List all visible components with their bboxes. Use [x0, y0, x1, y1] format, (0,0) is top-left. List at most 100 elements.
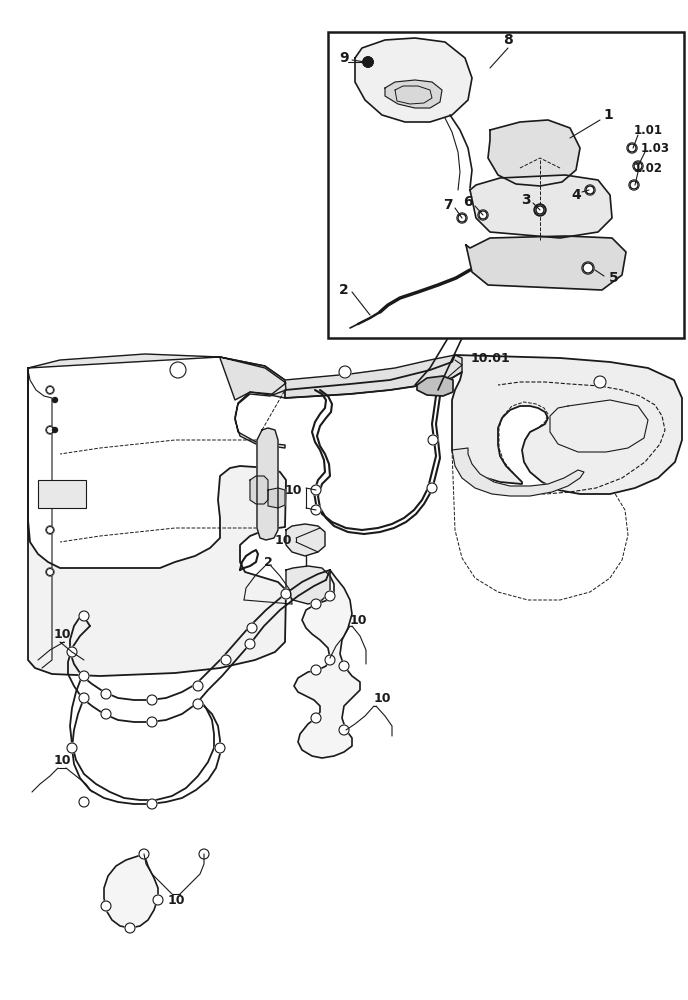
Circle shape	[311, 485, 321, 495]
Circle shape	[339, 366, 351, 378]
Circle shape	[478, 210, 488, 220]
Text: 6: 6	[463, 195, 473, 209]
Circle shape	[46, 526, 54, 534]
Circle shape	[633, 161, 643, 171]
Circle shape	[458, 214, 466, 222]
Circle shape	[428, 435, 438, 445]
Bar	[328, 32, 684, 338]
Circle shape	[281, 589, 291, 599]
Circle shape	[627, 143, 637, 153]
Text: 8: 8	[503, 33, 513, 47]
Text: 7: 7	[443, 198, 453, 212]
Circle shape	[199, 849, 209, 859]
Circle shape	[101, 901, 111, 911]
Circle shape	[585, 185, 595, 195]
Polygon shape	[250, 476, 268, 504]
Text: 10: 10	[167, 894, 185, 906]
Circle shape	[245, 639, 255, 649]
Polygon shape	[220, 355, 462, 400]
Circle shape	[79, 693, 89, 703]
Circle shape	[427, 483, 437, 493]
Polygon shape	[488, 120, 580, 186]
Text: 1.01: 1.01	[634, 123, 663, 136]
Circle shape	[47, 426, 54, 434]
Circle shape	[79, 611, 89, 621]
Circle shape	[67, 647, 77, 657]
Text: 1.02: 1.02	[634, 161, 663, 174]
Circle shape	[363, 57, 373, 67]
Circle shape	[101, 709, 111, 719]
Text: 2: 2	[264, 556, 272, 568]
Circle shape	[339, 661, 349, 671]
Polygon shape	[104, 854, 158, 928]
Polygon shape	[28, 368, 286, 676]
Text: 10: 10	[53, 628, 71, 641]
Circle shape	[582, 262, 594, 274]
Polygon shape	[286, 566, 330, 604]
Circle shape	[629, 180, 639, 190]
Circle shape	[630, 181, 638, 189]
Text: 1.03: 1.03	[641, 141, 669, 154]
Circle shape	[139, 849, 149, 859]
Circle shape	[479, 211, 487, 219]
Circle shape	[311, 713, 321, 723]
Circle shape	[52, 397, 58, 402]
Polygon shape	[452, 448, 584, 496]
Circle shape	[534, 204, 546, 216]
Circle shape	[583, 263, 593, 273]
Text: 3: 3	[522, 193, 531, 207]
Circle shape	[311, 599, 321, 609]
Polygon shape	[285, 355, 682, 494]
Polygon shape	[466, 236, 626, 290]
Circle shape	[153, 895, 163, 905]
Circle shape	[46, 426, 54, 434]
Circle shape	[67, 743, 77, 753]
Text: 1: 1	[603, 108, 613, 122]
Circle shape	[52, 428, 58, 432]
Circle shape	[193, 699, 203, 709]
Circle shape	[101, 689, 111, 699]
Circle shape	[339, 725, 349, 735]
Polygon shape	[268, 488, 285, 508]
Text: 5: 5	[609, 271, 619, 285]
Circle shape	[594, 376, 606, 388]
Polygon shape	[355, 38, 472, 122]
Circle shape	[47, 568, 54, 576]
Bar	[38, 480, 86, 508]
Circle shape	[147, 695, 157, 705]
Circle shape	[79, 797, 89, 807]
Polygon shape	[286, 524, 325, 556]
Circle shape	[193, 681, 203, 691]
Text: 10: 10	[53, 754, 71, 766]
Polygon shape	[28, 354, 286, 448]
Text: 10.01: 10.01	[470, 352, 510, 364]
Text: 2: 2	[339, 283, 349, 297]
Circle shape	[311, 665, 321, 675]
Circle shape	[325, 591, 335, 601]
Circle shape	[47, 526, 54, 534]
Polygon shape	[470, 175, 612, 238]
Circle shape	[536, 206, 544, 214]
Circle shape	[47, 386, 54, 393]
Circle shape	[628, 144, 636, 152]
Circle shape	[247, 623, 257, 633]
Circle shape	[363, 57, 373, 67]
Text: 10: 10	[350, 613, 367, 626]
Circle shape	[46, 568, 54, 576]
Circle shape	[325, 655, 335, 665]
Polygon shape	[257, 428, 278, 540]
Circle shape	[634, 162, 642, 170]
Circle shape	[170, 362, 186, 378]
Circle shape	[46, 386, 54, 394]
Text: 4: 4	[571, 188, 581, 202]
Circle shape	[221, 655, 231, 665]
Circle shape	[311, 505, 321, 515]
Polygon shape	[385, 80, 442, 108]
Text: 10: 10	[285, 484, 302, 496]
Circle shape	[457, 213, 467, 223]
Circle shape	[79, 671, 89, 681]
Circle shape	[147, 717, 157, 727]
Polygon shape	[294, 570, 360, 758]
Text: 10: 10	[374, 692, 391, 704]
Circle shape	[215, 743, 225, 753]
